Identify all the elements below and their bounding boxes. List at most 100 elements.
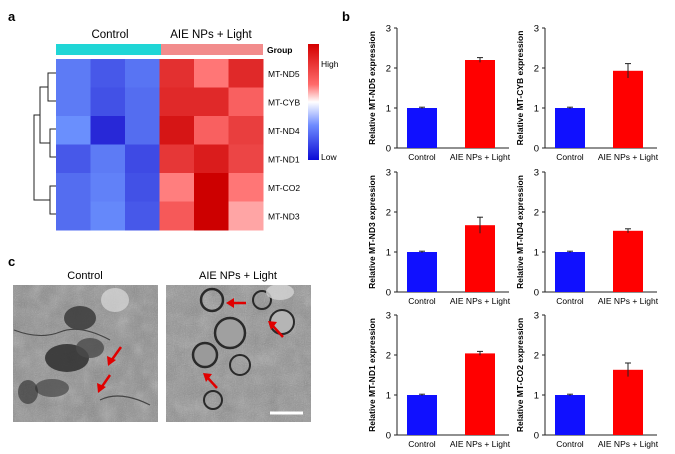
y-tick-label: 2 xyxy=(386,351,391,362)
group-bar-treated xyxy=(161,44,263,55)
bar-chart-1: 0 1 2 3 Relative MT-ND5 expression Control AIE… xyxy=(367,24,511,163)
x-tick-label: Control xyxy=(556,152,584,162)
heatmap-cell xyxy=(159,201,195,231)
heatmap-cell xyxy=(90,59,126,88)
heatmap-cell xyxy=(194,144,229,174)
heatmap-cell xyxy=(159,87,195,117)
x-tick-label: Control xyxy=(408,296,436,306)
heatmap-row-label: MT-ND4 xyxy=(268,126,300,136)
bar xyxy=(613,369,643,435)
panel-label-a: a xyxy=(8,9,16,24)
bar xyxy=(465,353,495,435)
y-axis-label: Relative MT-ND5 expression xyxy=(367,31,377,145)
heatmap-cell xyxy=(90,87,126,117)
y-tick-label: 0 xyxy=(534,288,539,299)
row-dendrogram xyxy=(33,72,56,215)
heatmap-cell xyxy=(228,201,264,231)
bar xyxy=(407,108,437,148)
arrow-head-3 xyxy=(226,298,234,308)
heatmap-cell xyxy=(90,201,126,231)
y-axis-label: Relative MT-ND3 expression xyxy=(367,175,377,289)
y-tick-label: 0 xyxy=(386,431,391,442)
x-tick-label: Control xyxy=(408,152,436,162)
bar xyxy=(407,395,437,435)
y-tick-label: 2 xyxy=(534,208,539,219)
heatmap-cell xyxy=(194,201,229,231)
heatmap-cell xyxy=(194,59,229,88)
y-tick-label: 0 xyxy=(386,288,391,299)
y-axis-label: Relative MT-ND1 expression xyxy=(367,318,377,432)
y-tick-label: 3 xyxy=(534,168,539,179)
heatmap-cell xyxy=(125,173,160,202)
heatmap-cell xyxy=(56,201,91,231)
y-tick-label: 2 xyxy=(534,351,539,362)
y-tick-label: 2 xyxy=(386,208,391,219)
bar xyxy=(555,395,585,435)
heatmap-cell xyxy=(125,201,160,231)
y-tick-label: 2 xyxy=(386,64,391,75)
heatmap-cell xyxy=(56,144,91,174)
x-tick-label: AIE NPs + Light xyxy=(598,439,659,449)
legend-low-label: Low xyxy=(321,152,337,162)
y-tick-label: 3 xyxy=(534,311,539,322)
heatmap-cell xyxy=(228,59,264,88)
legend-high-label: High xyxy=(321,59,339,69)
heatmap-cell xyxy=(228,87,264,117)
bar-chart-4: 0 1 2 3 Relative MT-ND4 expression Control AIE… xyxy=(515,168,659,307)
y-tick-label: 2 xyxy=(534,64,539,75)
bar-chart-5: 0 1 2 3 Relative MT-ND1 expression Control AIE… xyxy=(367,311,511,450)
heatmap-cell xyxy=(56,59,91,88)
y-axis-label: Relative MT-CO2 expression xyxy=(515,318,525,432)
panel-label-b: b xyxy=(342,9,350,24)
bar-chart-3: 0 1 2 3 Relative MT-ND3 expression Control AIE… xyxy=(367,168,511,307)
arrow-head-1 xyxy=(107,356,116,366)
group-bar-control xyxy=(56,44,161,55)
x-tick-label: AIE NPs + Light xyxy=(598,152,659,162)
bar xyxy=(613,230,643,292)
y-tick-label: 1 xyxy=(386,391,391,402)
tem-image-control xyxy=(13,285,158,422)
panel-label-c: c xyxy=(8,254,15,269)
y-tick-label: 1 xyxy=(386,104,391,115)
y-axis-label: Relative MT-CYB expression xyxy=(515,31,525,146)
bar xyxy=(555,252,585,292)
heatmap-cell xyxy=(56,116,91,145)
heatmap-color-legend xyxy=(308,44,319,160)
micrograph-title-control: Control xyxy=(67,270,102,282)
heatmap-cell xyxy=(90,144,126,174)
x-tick-label: Control xyxy=(556,296,584,306)
arrow-head-5 xyxy=(203,373,212,382)
heatmap-cell xyxy=(159,173,195,202)
heatmap-cell xyxy=(228,116,264,145)
y-tick-label: 1 xyxy=(534,104,539,115)
bar xyxy=(407,252,437,292)
heatmap-cell xyxy=(90,173,126,202)
micrograph-title-treated: AIE NPs + Light xyxy=(199,270,277,282)
heatmap-row-label: MT-CYB xyxy=(268,97,300,107)
heatmap-cell xyxy=(194,87,229,117)
y-tick-label: 3 xyxy=(386,311,391,322)
arrow-mito-5 xyxy=(206,376,218,389)
bar xyxy=(465,225,495,292)
bar-chart-2: 0 1 2 3 Relative MT-CYB expression Control AIE… xyxy=(515,24,659,163)
arrow-head-4 xyxy=(268,321,277,330)
y-tick-label: 1 xyxy=(534,248,539,259)
heatmap-cell xyxy=(125,59,160,88)
heatmap: Control AIE NPs + Light Group MT-ND5 MT-C… xyxy=(33,29,339,231)
heatmap-cell xyxy=(56,173,91,202)
heatmap-cell xyxy=(125,144,160,174)
y-axis-label: Relative MT-ND4 expression xyxy=(515,175,525,289)
heatmap-cell xyxy=(228,173,264,202)
y-tick-label: 0 xyxy=(386,144,391,155)
y-tick-label: 1 xyxy=(386,248,391,259)
heatmap-group-treated: AIE NPs + Light xyxy=(170,29,252,41)
tem-image-treated xyxy=(166,285,311,422)
heatmap-group-control: Control xyxy=(91,29,128,41)
y-tick-label: 3 xyxy=(534,24,539,35)
y-tick-label: 0 xyxy=(534,431,539,442)
x-tick-label: AIE NPs + Light xyxy=(450,152,511,162)
heatmap-cell xyxy=(159,59,195,88)
heatmap-cell xyxy=(159,116,195,145)
heatmap-cell xyxy=(194,173,229,202)
